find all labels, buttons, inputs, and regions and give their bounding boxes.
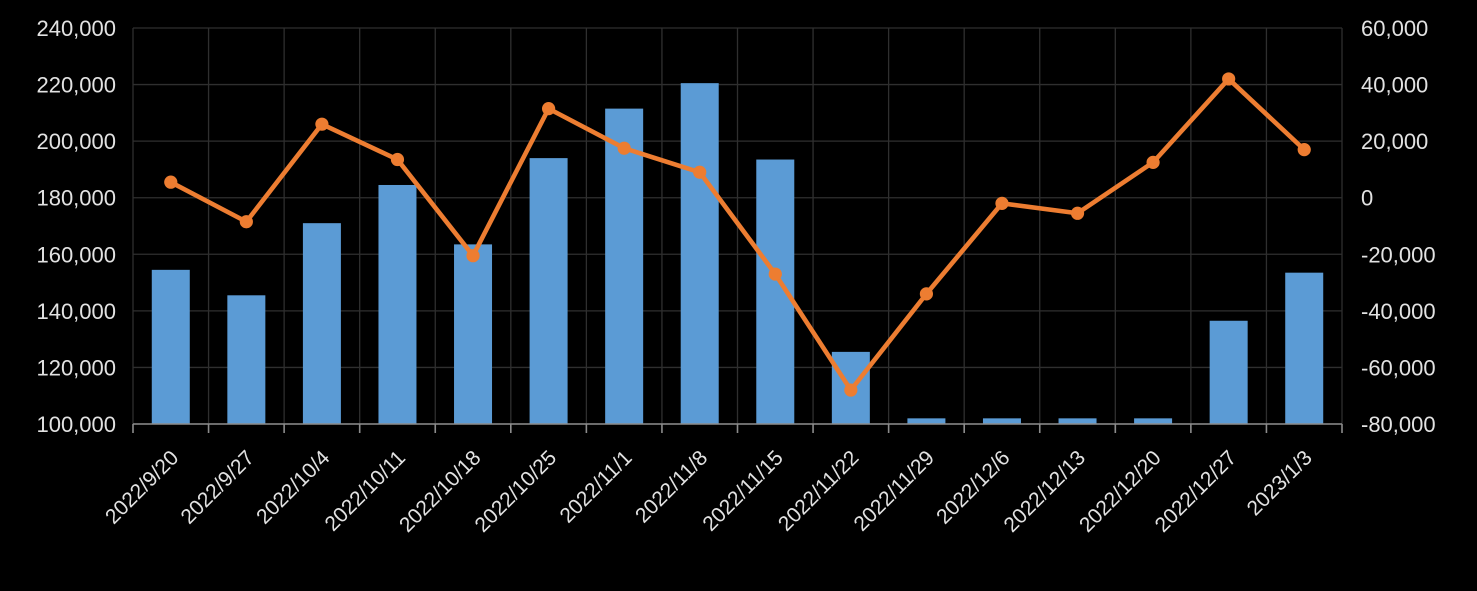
y-axis-label-left: 180,000 (36, 186, 116, 211)
y-axis-label-left: 220,000 (36, 73, 116, 98)
bar (1134, 418, 1173, 424)
y-axis-label-right: 40,000 (1361, 73, 1428, 98)
line-series-path (168, 76, 1307, 393)
line-marker (390, 152, 405, 167)
x-axis-label: 2022/11/8 (631, 446, 712, 527)
line-marker (164, 175, 178, 189)
y-axis-label-right: 60,000 (1361, 16, 1428, 41)
y-axis-label-left: 160,000 (36, 242, 116, 267)
line-marker (1222, 72, 1236, 86)
y-axis-label-right: 20,000 (1361, 129, 1428, 154)
y-axis-label-right: -40,000 (1361, 299, 1436, 324)
x-axis-label: 2022/11/1 (555, 446, 636, 527)
y-axis-label-right: -80,000 (1361, 412, 1436, 437)
line-marker (541, 102, 556, 116)
y-axis-label-right: 0 (1361, 186, 1373, 211)
bar (378, 184, 417, 424)
line-marker (693, 165, 707, 179)
bar (1209, 320, 1248, 424)
line-marker (995, 196, 1009, 210)
line-marker (844, 383, 858, 397)
x-axis-label: 2022/11/22 (774, 446, 863, 535)
x-axis-label: 2022/12/6 (932, 446, 1014, 528)
x-axis-label: 2022/9/20 (101, 446, 183, 528)
y-axis-label-left: 240,000 (36, 16, 116, 41)
x-axis-label: 2022/11/29 (849, 446, 938, 535)
bar (605, 108, 644, 424)
y-axis-label-left: 120,000 (36, 355, 116, 380)
x-axis-label: 2022/10/4 (252, 446, 335, 529)
line-marker (239, 215, 253, 229)
bar (982, 418, 1021, 424)
line-marker (768, 267, 782, 281)
y-axis-label-left: 100,000 (36, 412, 116, 437)
line-marker (1070, 206, 1085, 220)
bar (151, 269, 190, 424)
x-axis-label: 2022/9/27 (177, 446, 259, 528)
x-axis-label: 2022/12/27 (1151, 446, 1242, 537)
y-axis-label-right: -60,000 (1361, 355, 1436, 380)
bar (1285, 272, 1324, 424)
line-marker (1146, 155, 1160, 169)
line-marker (919, 287, 934, 301)
bar (1058, 418, 1097, 424)
y-axis-label-left: 200,000 (36, 129, 116, 154)
line-marker (1297, 143, 1311, 157)
y-axis-label-left: 140,000 (36, 299, 116, 324)
line-marker (315, 117, 329, 131)
bar (454, 244, 493, 424)
bar (907, 418, 946, 424)
bar (302, 223, 341, 424)
line-marker (617, 141, 631, 155)
bar (680, 83, 719, 425)
x-axis-label: 2022/10/25 (471, 446, 562, 537)
x-axis-label: 2022/11/15 (698, 446, 787, 535)
x-axis-label: 2023/1/3 (1243, 446, 1317, 520)
bar (529, 158, 568, 424)
line-marker (466, 249, 480, 263)
y-axis-label-right: -20,000 (1361, 242, 1436, 267)
bar (227, 295, 266, 424)
